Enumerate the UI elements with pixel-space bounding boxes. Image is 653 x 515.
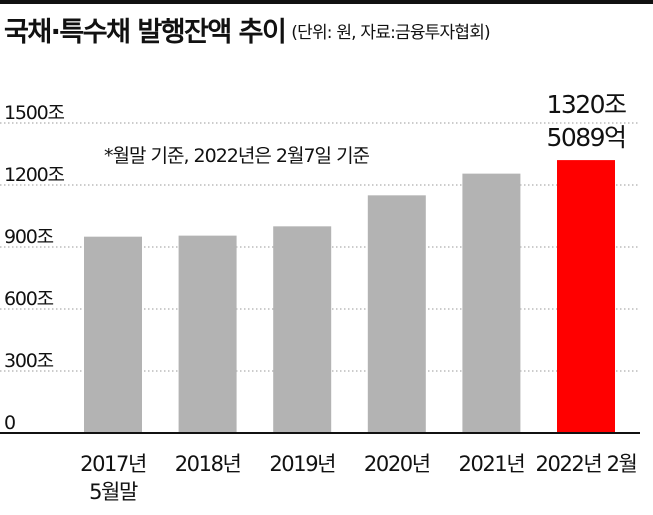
bar <box>557 160 615 433</box>
y-tick-label: 900조 <box>4 226 54 248</box>
chart-title: 국채·특수채 발행잔액 추이 <box>4 17 287 48</box>
y-axis-ticks: 0 300조 600조 900조 1200조 1500조 <box>4 102 66 434</box>
x-tick-label: 2018년 <box>175 452 241 476</box>
x-tick-label: 2019년 <box>269 452 335 476</box>
top-rule <box>0 0 653 4</box>
unit-note: (단위: 원, 자료:금융투자협회) <box>291 23 490 43</box>
x-tick-label: 2017년 <box>80 452 146 476</box>
y-tick-label: 300조 <box>4 350 54 372</box>
x-tick-label: 2021년 <box>459 452 525 476</box>
x-tick-label: 5월말 <box>89 480 138 504</box>
callout-line: 1320조 <box>546 90 626 119</box>
bars <box>84 160 615 433</box>
bar <box>84 236 142 433</box>
y-tick-label: 1500조 <box>4 102 65 124</box>
callout-line: 5089억 <box>546 123 625 152</box>
bar <box>178 235 237 433</box>
y-tick-label: 600조 <box>4 288 54 310</box>
bar-value-label: 1320조 5089억 <box>546 90 627 152</box>
title-row: 국채·특수채 발행잔액 추이 (단위: 원, 자료:금융투자협회) <box>4 10 491 49</box>
footnote: *월말 기준, 2022년은 2월7일 기준 <box>104 145 370 167</box>
x-tick-label: 2022년 2월 <box>536 452 637 476</box>
x-axis-ticks: 2017년 5월말 2018년 2019년 2020년 2021년 2022년 2월 <box>80 452 638 504</box>
y-tick-label: 1200조 <box>4 164 65 186</box>
x-tick-label: 2020년 <box>364 452 430 476</box>
bar <box>273 226 332 433</box>
y-tick-label: 0 <box>4 412 15 434</box>
bar <box>367 195 426 433</box>
bar <box>462 173 521 433</box>
